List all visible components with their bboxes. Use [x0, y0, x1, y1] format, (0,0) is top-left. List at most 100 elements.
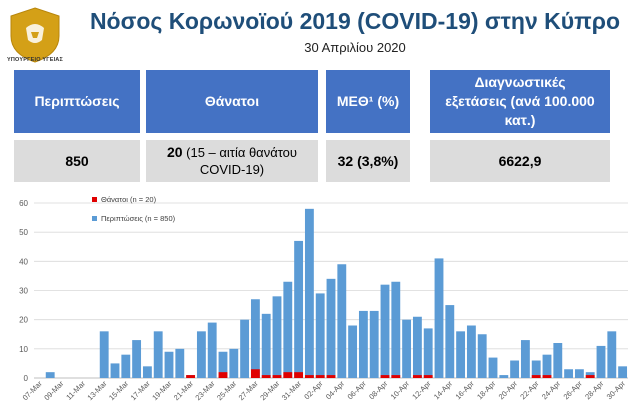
- cases-bar: [261, 313, 271, 378]
- y-tick-label: 10: [19, 345, 28, 354]
- x-tick-label: 02-Apr: [302, 379, 325, 402]
- page-title: Νόσος Κορωνοϊού 2019 (COVID-19) στην Κύπ…: [89, 8, 621, 34]
- cases-bar: [553, 343, 563, 378]
- x-tick-label: 21-Mar: [172, 379, 196, 403]
- cases-bar: [477, 334, 487, 378]
- x-tick-label: 11-Mar: [64, 379, 87, 402]
- x-tick-label: 28-Apr: [583, 379, 606, 402]
- cases-bar: [564, 369, 574, 378]
- legend-swatch: [92, 197, 97, 202]
- cases-bar: [45, 372, 55, 378]
- cases-value: 850: [14, 140, 140, 182]
- cases-bar: [391, 281, 401, 378]
- cases-bar: [337, 264, 347, 378]
- cases-bar: [240, 319, 250, 378]
- y-tick-label: 30: [19, 287, 28, 296]
- x-tick-label: 06-Apr: [346, 379, 369, 402]
- cases-bar: [218, 351, 228, 378]
- cases-bar: [607, 331, 617, 378]
- cases-bar: [596, 345, 606, 378]
- y-tick-label: 0: [24, 374, 29, 383]
- deaths-bar: [294, 372, 304, 378]
- x-tick-label: 20-Apr: [497, 379, 520, 402]
- cases-bar: [99, 331, 109, 378]
- report-date: 30 Απριλίου 2020: [304, 40, 406, 55]
- cases-bar: [542, 354, 552, 378]
- deaths-header: Θάνατοι: [146, 70, 318, 133]
- cases-bar: [445, 305, 455, 378]
- ministry-emblem: [10, 7, 60, 63]
- cases-bar: [132, 340, 142, 378]
- cases-bar: [520, 340, 530, 378]
- cases-bar: [326, 278, 336, 378]
- x-tick-label: 23-Mar: [193, 379, 217, 403]
- x-tick-label: 18-Apr: [475, 379, 498, 402]
- cases-bar: [283, 281, 293, 378]
- deaths-bar: [315, 375, 325, 378]
- cases-bar: [434, 258, 444, 378]
- cases-bar: [164, 351, 174, 378]
- x-tick-label: 15-Mar: [107, 379, 131, 403]
- deaths-bar: [304, 375, 314, 378]
- x-tick-label: 04-Apr: [324, 379, 347, 402]
- x-tick-label: 27-Mar: [237, 379, 261, 403]
- cases-bar: [315, 293, 325, 378]
- cases-bar: [423, 328, 433, 378]
- cases-header: Περιπτώσεις: [14, 70, 140, 133]
- legend-label: Θάνατοι (n = 20): [101, 195, 157, 204]
- deaths-bar: [272, 375, 282, 378]
- cases-bar: [510, 360, 520, 378]
- cases-bar: [304, 208, 314, 378]
- cases-bar: [175, 348, 185, 378]
- cases-bar: [574, 369, 584, 378]
- cases-bar: [250, 299, 260, 378]
- tests-number: 6622,9: [498, 152, 542, 169]
- cases-bar: [499, 375, 509, 378]
- deaths-value: 20 (15 – αιτία θανάτου COVID-19): [146, 140, 318, 182]
- cases-number: 850: [65, 152, 89, 169]
- tests-header: Διαγνωστικές εξετάσεις (ανά 100.000 κατ.…: [430, 70, 610, 133]
- cases-bar: [456, 331, 466, 378]
- deaths-bar: [218, 372, 228, 378]
- y-tick-label: 20: [19, 316, 28, 325]
- x-tick-label: 29-Mar: [258, 379, 282, 403]
- logo-caption: ΥΠΟΥΡΓΕΙΟ ΥΓΕΙΑΣ: [7, 57, 63, 63]
- cases-bar: [196, 331, 206, 378]
- cases-bar: [488, 357, 498, 378]
- deaths-bar: [326, 375, 336, 378]
- x-tick-label: 25-Mar: [215, 379, 239, 403]
- cases-bar: [153, 331, 163, 378]
- deaths-bar: [380, 375, 390, 378]
- x-tick-label: 26-Apr: [562, 379, 585, 402]
- deaths-bar: [531, 375, 541, 378]
- legend-label: Περιπτώσεις (n = 850): [101, 214, 176, 223]
- x-tick-label: 19-Mar: [150, 379, 174, 403]
- deaths-bar: [542, 375, 552, 378]
- cases-bar: [142, 366, 152, 378]
- x-tick-label: 30-Apr: [605, 379, 628, 402]
- cases-bar: [618, 366, 628, 378]
- cases-bar: [380, 284, 390, 378]
- icu-value: 32 (3,8%): [326, 140, 410, 182]
- cases-bar: [412, 316, 422, 378]
- x-tick-label: 17-Mar: [129, 379, 153, 403]
- x-tick-label: 10-Apr: [389, 379, 412, 402]
- x-tick-label: 09-Mar: [42, 379, 66, 403]
- deaths-note: (15 – αιτία θανάτου COVID-19): [182, 145, 298, 177]
- cases-bar: [466, 325, 476, 378]
- y-tick-label: 50: [19, 228, 28, 237]
- deaths-number: 20: [166, 144, 183, 160]
- cases-bar: [207, 322, 217, 378]
- deaths-bar: [261, 375, 271, 378]
- x-tick-label: 31-Mar: [280, 379, 304, 403]
- daily-cases-chart: 010203040506007-Mar09-Mar11-Mar13-Mar15-…: [19, 195, 628, 403]
- tests-header-label: Διαγνωστικές εξετάσεις (ανά 100.000 κατ.…: [445, 74, 595, 128]
- cases-bar: [294, 240, 304, 378]
- y-tick-label: 60: [19, 199, 28, 208]
- icu-header: ΜΕΘ¹ (%): [326, 70, 410, 133]
- cases-bar: [272, 296, 282, 378]
- x-tick-label: 12-Apr: [410, 379, 433, 402]
- x-tick-label: 14-Apr: [432, 379, 455, 402]
- cases-bar: [369, 310, 379, 378]
- legend-swatch: [92, 216, 97, 221]
